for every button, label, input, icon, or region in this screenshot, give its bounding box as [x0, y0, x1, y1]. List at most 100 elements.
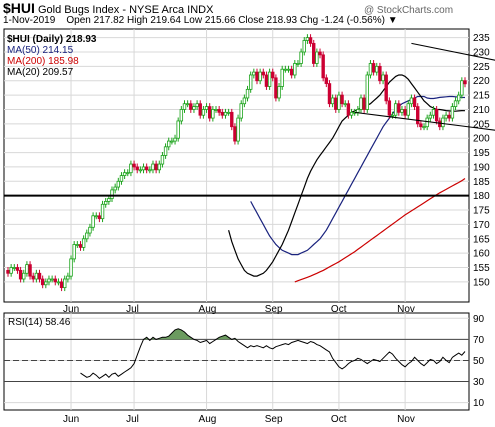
- candle-down: [334, 97, 338, 110]
- candle-up: [66, 275, 70, 280]
- price-tick-label: 165: [473, 234, 490, 245]
- candle-up: [409, 97, 414, 105]
- rsi-month-label: Oct: [331, 414, 347, 425]
- quote-date: 1-Nov-2019: [3, 15, 56, 26]
- candle-down: [416, 106, 420, 125]
- candle-down: [28, 264, 32, 277]
- candle-down: [318, 51, 322, 56]
- candle-up: [305, 37, 310, 41]
- candle-up: [185, 103, 190, 106]
- candle-up: [167, 140, 171, 148]
- trendline: [354, 111, 495, 131]
- candle-up: [91, 215, 95, 228]
- candle-down: [230, 111, 234, 128]
- legend-entry: MA(200) 185.98: [7, 56, 79, 67]
- candle-up: [100, 203, 105, 220]
- candle-up: [126, 172, 130, 175]
- candle-up: [450, 106, 455, 119]
- candle-down: [15, 267, 20, 271]
- candle-down: [289, 68, 294, 76]
- candle-down: [37, 272, 42, 280]
- candle-up: [425, 117, 429, 128]
- candle-down: [463, 80, 467, 85]
- price-tick-label: 210: [473, 105, 490, 116]
- candle-down: [447, 114, 451, 119]
- candle-up: [182, 103, 187, 110]
- candle-up: [110, 189, 114, 199]
- candle-up: [390, 114, 395, 117]
- candle-up: [63, 278, 67, 289]
- candle-up: [453, 100, 458, 107]
- rsi-line: [80, 328, 466, 380]
- candle-down: [271, 71, 275, 79]
- candle-up: [441, 117, 445, 128]
- ma200-line: [294, 178, 466, 283]
- candle-up: [138, 169, 143, 172]
- candle-down: [233, 126, 237, 142]
- price-tick-label: 215: [473, 91, 490, 102]
- price-month-label: Sep: [265, 304, 283, 315]
- candle-up: [81, 238, 86, 248]
- candle-up: [22, 272, 26, 280]
- candle-up: [444, 114, 448, 119]
- candle-up: [422, 126, 426, 129]
- candle-up: [179, 109, 184, 122]
- rsi-tick-label: 10: [473, 398, 485, 409]
- candle-up: [248, 74, 253, 90]
- candle-down: [308, 37, 313, 44]
- candle-down: [18, 269, 23, 280]
- candle-down: [312, 42, 316, 64]
- candle-up: [173, 137, 177, 142]
- candle-down: [154, 163, 158, 171]
- candle-up: [252, 71, 256, 76]
- candle-up: [170, 140, 174, 143]
- price-month-label: Jun: [63, 304, 79, 315]
- candle-up: [368, 63, 373, 76]
- rsi-month-label: Jul: [126, 414, 139, 425]
- candle-down: [189, 103, 193, 110]
- candle-down: [261, 71, 265, 76]
- candle-down: [403, 109, 407, 116]
- price-tick-label: 185: [473, 177, 490, 188]
- candle-up: [113, 186, 117, 191]
- candle-up: [337, 94, 341, 110]
- rsi-tick-label: 50: [473, 356, 485, 367]
- price-tick-label: 175: [473, 206, 490, 217]
- price-month-label: Oct: [331, 304, 347, 315]
- candle-up: [195, 103, 199, 107]
- price-tick-label: 150: [473, 277, 490, 288]
- price-tick-label: 195: [473, 148, 490, 159]
- candle-up: [176, 120, 180, 139]
- price-month-label: Aug: [199, 304, 217, 315]
- candle-down: [6, 269, 10, 274]
- candle-up: [302, 40, 306, 53]
- candle-down: [78, 244, 83, 248]
- candle-up: [277, 86, 281, 99]
- rsi-tick-label: 70: [473, 335, 485, 346]
- candle-up: [381, 74, 385, 82]
- candle-down: [132, 163, 136, 168]
- candle-up: [201, 109, 206, 116]
- price-tick-label: 200: [473, 134, 490, 145]
- candle-down: [135, 166, 139, 171]
- candle-up: [34, 272, 39, 280]
- candle-down: [340, 94, 344, 105]
- candle-down: [53, 278, 57, 283]
- candle-down: [97, 215, 102, 220]
- candle-up: [349, 111, 354, 116]
- candle-up: [286, 68, 291, 71]
- candle-up: [226, 111, 231, 114]
- candle-up: [148, 169, 152, 172]
- index-name: Gold Bugs Index - NYSE Arca INDX: [37, 4, 214, 16]
- candle-down: [40, 278, 45, 286]
- candle-up: [428, 114, 433, 119]
- price-tick-label: 155: [473, 263, 490, 274]
- rsi-overbought-fill: [80, 328, 465, 340]
- candle-up: [343, 103, 347, 106]
- candle-down: [217, 109, 221, 113]
- rsi-panel-frame: [3, 312, 470, 411]
- candle-up: [47, 278, 51, 283]
- candle-up: [107, 198, 111, 202]
- candle-up: [104, 201, 108, 205]
- candle-up: [94, 215, 98, 218]
